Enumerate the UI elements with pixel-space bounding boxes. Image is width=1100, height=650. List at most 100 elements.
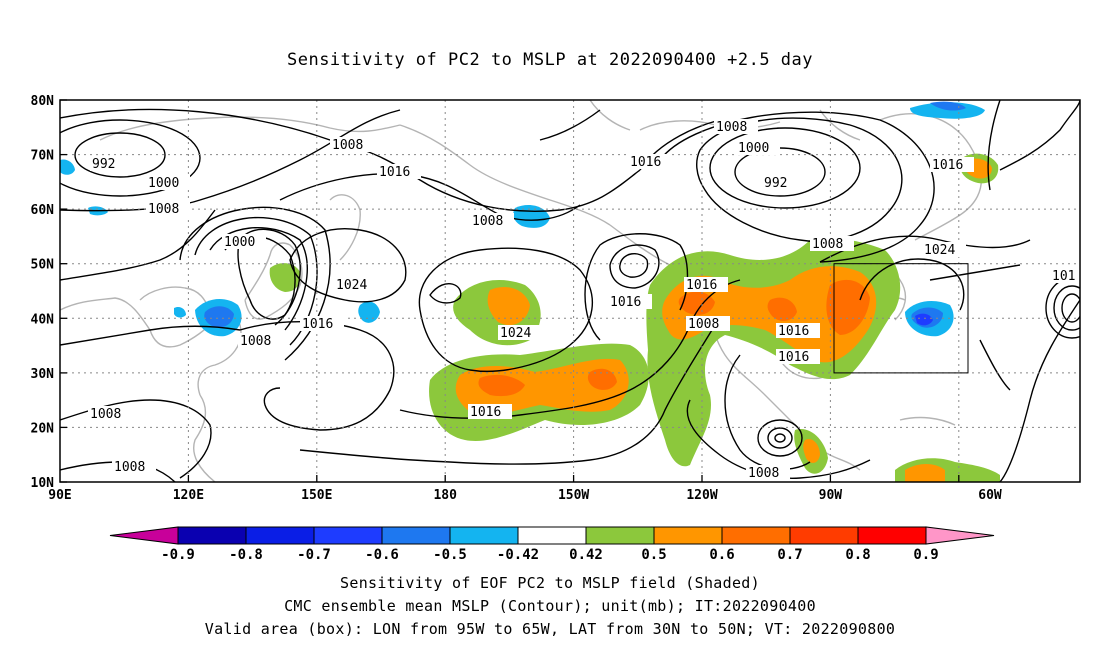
axis-ticks — [60, 99, 960, 483]
colorbar-label: 0.42 — [569, 547, 603, 563]
longitude-labels: 90E 120E 150E 180 150W 120W 90W 60W — [48, 488, 1002, 503]
colorbar-swatch — [857, 526, 927, 545]
colorbar-label: 0.6 — [709, 547, 734, 563]
colorbar-swatch — [449, 526, 519, 545]
contour-labels: 992 1000 1008 1008 1016 1000 1008 1024 1… — [88, 119, 1080, 481]
colorbar-swatch — [313, 526, 383, 545]
shade-pos-3 — [767, 297, 797, 321]
lon-label: 60W — [978, 488, 1002, 503]
shade-pos-3 — [678, 291, 715, 315]
latitude-labels: 80N 70N 60N 50N 40N 30N 20N 10N — [31, 94, 55, 491]
contour-label: 1008 — [716, 120, 747, 135]
colorbar-swatch — [245, 526, 315, 545]
contour-label: 101 — [1052, 269, 1075, 284]
shade-pos-3 — [478, 374, 525, 397]
contour-label: 1008 — [240, 334, 271, 349]
contour-label: 1000 — [738, 141, 769, 156]
contour-label: 1024 — [500, 326, 531, 341]
shade-neg-1 — [910, 102, 985, 119]
map-frame — [59, 99, 1081, 483]
contour-label: 1008 — [90, 407, 121, 422]
colorbar-label: -0.9 — [161, 547, 195, 563]
colorbar-swatch — [721, 526, 791, 545]
shade-pos-2 — [487, 286, 530, 326]
colorbar-label: 0.5 — [641, 547, 666, 563]
caption-shaded: Sensitivity of EOF PC2 to MSLP field (Sh… — [340, 574, 760, 592]
contour-label: 1016 — [778, 324, 809, 339]
lat-label: 30N — [31, 367, 55, 382]
contour-label: 992 — [764, 176, 787, 191]
shade-neg-2 — [930, 101, 966, 111]
contour-label: 1008 — [748, 466, 779, 481]
lon-label: 180 — [433, 488, 457, 503]
contour-label: 1016 — [379, 165, 410, 180]
lon-label: 150E — [301, 488, 332, 503]
contour-label: 1024 — [924, 243, 955, 258]
colorbar-label: 0.8 — [845, 547, 870, 563]
shade-neg-1 — [513, 205, 550, 228]
contour-label: 1008 — [148, 202, 179, 217]
colorbar-label: -0.5 — [433, 547, 467, 563]
contour-label: 1008 — [332, 138, 363, 153]
lat-label: 10N — [31, 476, 55, 491]
valid-area-box — [833, 263, 969, 374]
contour-label: 1016 — [686, 278, 717, 293]
colorbar-swatch — [653, 526, 723, 545]
shade-neg-1 — [174, 306, 186, 318]
colorbar-swatch — [585, 526, 655, 545]
lon-label: 120W — [686, 488, 717, 503]
contour-label: 1016 — [932, 158, 963, 173]
caption-valid-area: Valid area (box): LON from 95W to 65W, L… — [204, 620, 896, 638]
colorbar-label: -0.42 — [497, 547, 539, 563]
contour-label: 1008 — [114, 460, 145, 475]
shade-pos-3 — [587, 368, 617, 390]
contour-label: 1008 — [688, 317, 719, 332]
colorbar-end-low — [109, 526, 179, 545]
lat-label: 60N — [31, 203, 55, 218]
colorbar-swatch — [177, 526, 247, 545]
lat-label: 20N — [31, 421, 55, 436]
contour-label: 1016 — [302, 317, 333, 332]
shade-pos-3 — [826, 279, 870, 335]
lon-label: 120E — [173, 488, 204, 503]
contour-label: 1000 — [148, 176, 179, 191]
colorbar-label: -0.7 — [297, 547, 331, 563]
shade-neg-2 — [204, 306, 234, 328]
shade-pos-2 — [905, 464, 945, 482]
colorbar-swatch — [789, 526, 859, 545]
colorbar-label: 0.7 — [777, 547, 802, 563]
shade-neg-1 — [60, 159, 75, 175]
shade-pos-1 — [269, 263, 301, 292]
chart-title: Sensitivity of PC2 to MSLP at 2022090400… — [286, 50, 813, 70]
contour-label: 1016 — [470, 405, 501, 420]
colorbar-swatch — [517, 526, 587, 545]
colorbar-end-high — [925, 526, 995, 545]
shade-neg-3 — [915, 313, 933, 326]
colorbar-label: 0.9 — [913, 547, 938, 563]
contour-label: 1024 — [336, 278, 367, 293]
contour-label: 1000 — [224, 235, 255, 250]
contour-label: 1016 — [630, 155, 661, 170]
lat-label: 40N — [31, 312, 55, 327]
shade-neg-1 — [358, 301, 380, 323]
colorbar-label: -0.6 — [365, 547, 399, 563]
lat-label: 80N — [31, 94, 55, 109]
contour-label: 1008 — [812, 237, 843, 252]
lon-label: 150W — [558, 488, 589, 503]
colorbar: -0.9 -0.8 -0.7 -0.6 -0.5 -0.42 0.42 0.5 0.6 0.7 0.… — [109, 526, 995, 563]
contour-label: 1016 — [610, 295, 641, 310]
caption-contour: CMC ensemble mean MSLP (Contour); unit(m… — [284, 597, 816, 615]
lon-label: 90W — [819, 488, 843, 503]
shade-pos-2 — [803, 438, 820, 463]
lat-label: 50N — [31, 258, 55, 273]
colorbar-swatch — [381, 526, 451, 545]
contour-label: 1008 — [472, 214, 503, 229]
contour-label: 1016 — [778, 350, 809, 365]
grid-lines — [60, 100, 1080, 482]
lat-label: 70N — [31, 149, 55, 164]
lon-label: 90E — [48, 488, 71, 503]
shade-pos-1 — [646, 238, 901, 467]
contour-label: 992 — [92, 157, 115, 172]
colorbar-label: -0.8 — [229, 547, 263, 563]
